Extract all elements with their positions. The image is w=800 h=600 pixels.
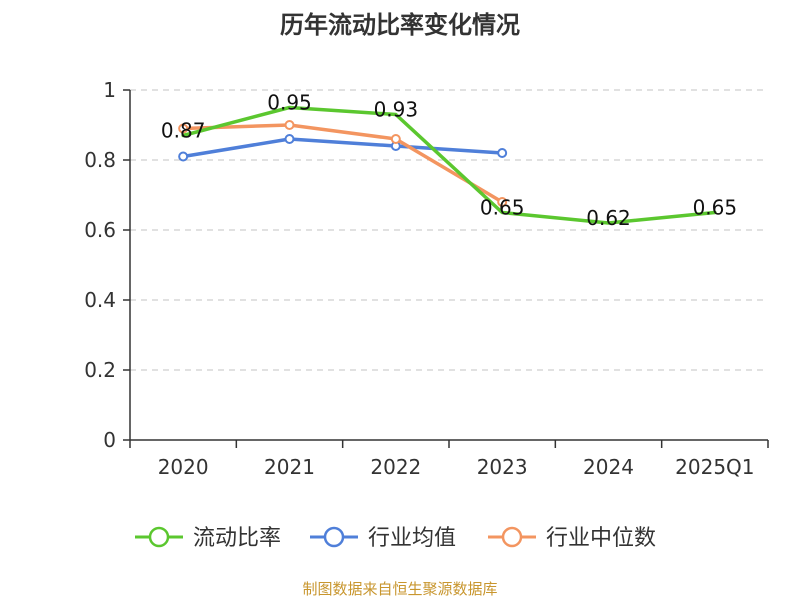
series-group bbox=[178, 105, 717, 225]
data-label: 0.95 bbox=[267, 91, 312, 115]
legend-item-1[interactable]: 行业均值 bbox=[310, 526, 456, 551]
series-line-0 bbox=[181, 105, 717, 225]
data-point bbox=[284, 120, 295, 130]
legend: 流动比率 行业均值 行业中位数 bbox=[135, 526, 656, 551]
x-tick-label: 2021 bbox=[264, 455, 315, 479]
x-tick-label: 2025Q1 bbox=[675, 455, 754, 479]
y-tick-label: 0.6 bbox=[84, 218, 116, 242]
x-tick-label: 2020 bbox=[158, 455, 209, 479]
data-point bbox=[390, 134, 401, 144]
data-point bbox=[497, 197, 508, 207]
legend-label: 行业中位数 bbox=[546, 526, 656, 551]
data-label: 0.93 bbox=[374, 98, 419, 122]
source-note: 制图数据来自恒生聚源数据库 bbox=[302, 580, 497, 598]
legend-marker bbox=[323, 526, 345, 548]
data-label: 0.65 bbox=[480, 196, 525, 220]
data-label: 0.65 bbox=[693, 196, 738, 220]
series-line-2 bbox=[181, 123, 504, 204]
y-tick-label: 0 bbox=[103, 428, 116, 452]
legend-item-2[interactable]: 行业中位数 bbox=[488, 526, 656, 551]
data-label: 0.62 bbox=[586, 206, 631, 230]
x-tick-label: 2022 bbox=[370, 455, 421, 479]
data-label: 0.87 bbox=[161, 119, 206, 143]
legend-label: 行业均值 bbox=[368, 526, 456, 551]
series-line-1 bbox=[181, 137, 504, 159]
legend-item-0[interactable]: 流动比率 bbox=[135, 526, 281, 551]
grid bbox=[130, 89, 768, 371]
data-point bbox=[284, 134, 295, 144]
x-tick-label: 2023 bbox=[477, 455, 528, 479]
y-tick-label: 1 bbox=[103, 78, 116, 102]
y-tick-label: 0.8 bbox=[84, 148, 116, 172]
data-point bbox=[497, 148, 508, 158]
data-point bbox=[178, 151, 189, 162]
y-tick-label: 0.4 bbox=[84, 288, 116, 312]
legend-label: 流动比率 bbox=[193, 526, 281, 551]
legend-marker bbox=[501, 526, 523, 548]
chart-title: 历年流动比率变化情况 bbox=[280, 11, 520, 39]
data-labels: 0.87 0.95 0.93 0.65 0.62 0.65 bbox=[161, 91, 737, 231]
data-point bbox=[178, 123, 189, 134]
axes: 0 0.2 0.4 0.6 0.8 1 2020 2021 2022 2023 2024 2025Q1 bbox=[84, 78, 769, 479]
legend-marker bbox=[148, 526, 170, 548]
x-tick-label: 2024 bbox=[583, 455, 634, 479]
y-tick-label: 0.2 bbox=[84, 358, 116, 382]
